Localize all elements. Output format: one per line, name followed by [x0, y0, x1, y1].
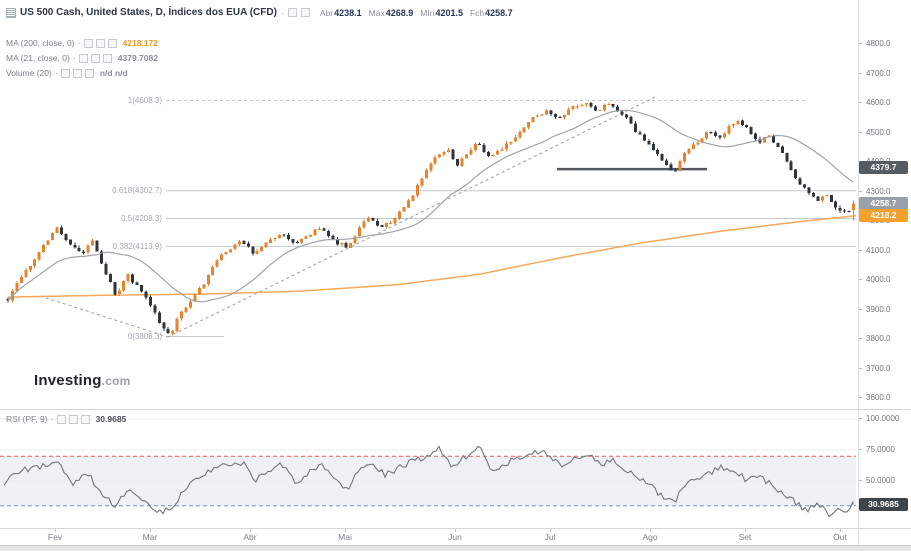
- bottom-strip: [0, 545, 911, 551]
- header-button-2[interactable]: [300, 8, 310, 17]
- rsi-value-badge: 30.9685: [859, 498, 908, 512]
- price-chart-canvas[interactable]: [0, 0, 858, 545]
- price-tick: 4100.0: [858, 246, 911, 256]
- ma21-line: [7, 109, 854, 303]
- price-tick: 3800.0: [858, 334, 911, 344]
- ohlc-item: Máx 4268.9: [368, 7, 414, 18]
- ohlc-readout: Abr 4238.1 Máx 4268.9 Mín 4201.5 Fch 4258.7: [320, 8, 513, 18]
- panel-divider: [0, 409, 911, 410]
- menu-icon[interactable]: [6, 7, 16, 18]
- price-tick: 4700.0: [858, 69, 911, 79]
- indicator-settings-button[interactable]: [95, 38, 105, 48]
- month-label: Set: [738, 532, 752, 542]
- indicator-row[interactable]: MA (21, close, 0) · 4379.7082: [6, 53, 158, 63]
- month-tick: [55, 528, 56, 532]
- price-tick: 4800.0: [858, 39, 911, 49]
- price-tick: 4500.0: [858, 128, 911, 138]
- trendline: [39, 295, 169, 338]
- price-tick: 3900.0: [858, 305, 911, 315]
- price-axis[interactable]: 4800.04700.04600.04500.04400.04300.04200…: [858, 0, 911, 545]
- candlestick-series: [6, 102, 855, 336]
- fib-level-label: 0.5(4208.3): [121, 214, 162, 224]
- price-badge: 4258.7: [859, 197, 908, 211]
- price-badge: 4218.2: [859, 209, 908, 223]
- month-label: Mai: [338, 532, 352, 542]
- month-label: Jul: [544, 532, 556, 542]
- rsi-settings-button[interactable]: [68, 414, 78, 424]
- rsi-value: 30.9685: [95, 414, 127, 424]
- rsi-legend-row[interactable]: RSI (PF, 9) · 30.9685: [6, 414, 127, 424]
- price-badge: 4379.7: [859, 161, 908, 175]
- rsi-eye-button[interactable]: [56, 414, 66, 424]
- rsi-line: [3, 445, 854, 518]
- price-tick: 4000.0: [858, 275, 911, 285]
- month-tick: [150, 528, 151, 532]
- indicator-delete-button[interactable]: [84, 68, 94, 78]
- month-tick: [745, 528, 746, 532]
- indicator-delete-button[interactable]: [107, 38, 117, 48]
- month-tick: [455, 528, 456, 532]
- price-tick: 3700.0: [858, 364, 911, 374]
- indicator-row[interactable]: Volume (20) · n/d n/d: [6, 68, 128, 78]
- month-tick: [550, 528, 551, 532]
- header-button-1[interactable]: [287, 8, 297, 17]
- ohlc-item: Fch 4258.7: [469, 7, 513, 18]
- indicator-delete-button[interactable]: [102, 53, 112, 63]
- fib-level-label: 1(4608.3): [127, 96, 162, 106]
- month-label: Ago: [642, 532, 658, 542]
- fib-level-label: 0.618(4302.7): [112, 186, 162, 196]
- rsi-tick: 75.0000: [858, 445, 911, 455]
- time-axis[interactable]: Fev Mar Abr Mai Jun Jul Ago Set Out: [0, 528, 911, 545]
- month-tick: [840, 528, 841, 532]
- price-tick: 4300.0: [858, 187, 911, 197]
- month-label: Out: [833, 532, 847, 542]
- month-tick: [250, 528, 251, 532]
- indicator-eye-button[interactable]: [60, 68, 70, 78]
- axis-border: [858, 0, 859, 545]
- symbol-title: US 500 Cash, United States, D, Índices d…: [20, 7, 277, 18]
- fib-level-label: 0.382(4113.9): [112, 241, 162, 251]
- month-tick: [650, 528, 651, 532]
- rsi-tick: 50.0000: [858, 476, 911, 486]
- symbol-header: US 500 Cash, United States, D, Índices d…: [6, 7, 513, 18]
- month-label: Fev: [47, 532, 63, 542]
- indicator-eye-button[interactable]: [78, 53, 88, 63]
- ma200-line: [7, 214, 857, 298]
- indicator-row[interactable]: MA (200, close, 0) · 4218.172: [6, 38, 158, 48]
- price-tick: 3600.0: [858, 393, 911, 403]
- price-tick: 4600.0: [858, 98, 911, 108]
- ohlc-item: Abr 4238.1: [319, 7, 362, 18]
- time-axis-divider: [0, 528, 911, 529]
- month-label: Abr: [243, 532, 257, 542]
- indicator-settings-button[interactable]: [90, 53, 100, 63]
- indicator-settings-button[interactable]: [72, 68, 82, 78]
- rsi-delete-button[interactable]: [80, 414, 90, 424]
- month-tick: [345, 528, 346, 532]
- rsi-tick: 100.0000: [858, 414, 911, 424]
- indicator-eye-button[interactable]: [83, 38, 93, 48]
- month-label: Jun: [448, 532, 462, 542]
- fib-level-label: 0(3808.3): [127, 332, 162, 342]
- header-separator: ·: [280, 7, 284, 18]
- trendline: [167, 96, 656, 338]
- rsi-label: RSI (PF, 9): [6, 414, 48, 424]
- month-label: Mar: [142, 532, 158, 542]
- ohlc-item: Mín 4201.5: [420, 7, 463, 18]
- investing-logo: Investing.com: [34, 372, 131, 389]
